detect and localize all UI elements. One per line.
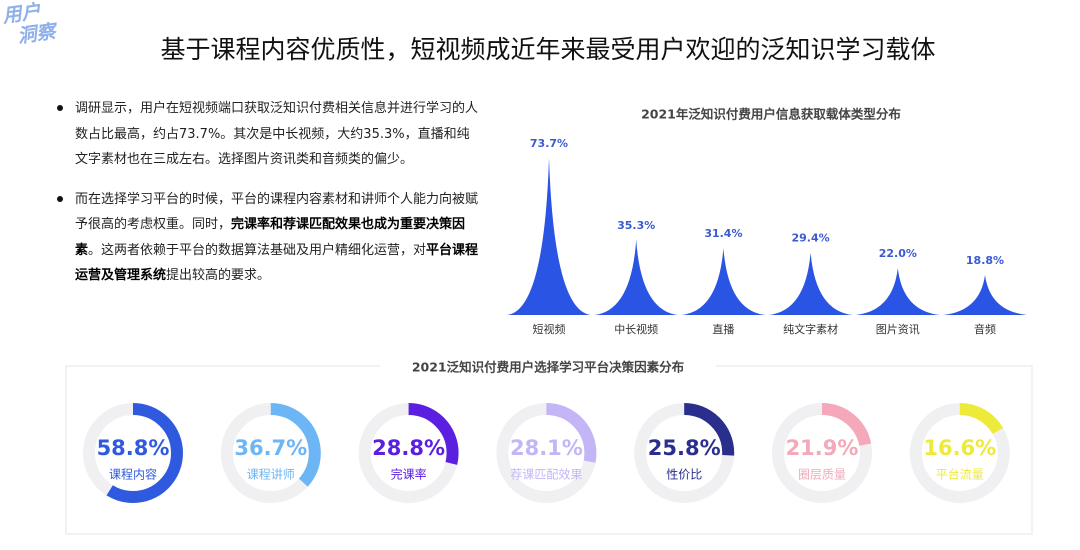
donut-arc <box>772 403 872 503</box>
chart-title: 2021泛知识付费用户选择学习平台决策因素分布 <box>412 360 685 375</box>
spike <box>943 274 1027 315</box>
donut-arc <box>909 403 1010 503</box>
value-label: 25.8% <box>648 436 721 460</box>
category-label: 直播 <box>712 322 734 336</box>
value-label: 28.8% <box>372 436 445 460</box>
value-label: 18.8% <box>966 254 1004 267</box>
spike <box>681 248 766 315</box>
category-label: 图片资讯 <box>876 323 920 336</box>
text: 。这两者依赖于平台的数据算法基础及用户精细化运营，对 <box>88 242 427 258</box>
value-label: 73.7% <box>530 137 568 150</box>
category-label: 课程讲师 <box>247 467 295 482</box>
spike <box>507 158 591 315</box>
category-label: 课程内容 <box>109 467 157 482</box>
donut-arc <box>83 403 183 503</box>
category-label: 完课率 <box>391 467 427 482</box>
text: 而在选择学习平台的时候，平台的课程内容素材和讲师个人能力向被赋予很高的考虑权重。… <box>75 191 479 233</box>
spike <box>594 239 679 315</box>
spike <box>768 252 853 315</box>
value-label: 22.0% <box>879 247 917 260</box>
donut-arc <box>634 403 735 503</box>
spike <box>855 268 940 315</box>
text: 提出较高的要求。 <box>166 268 271 283</box>
value-label: 21.9% <box>786 436 859 460</box>
bullet: 调研显示，用户在短视频端口获取泛知识付费相关信息并进行学习的人数占比最高，约占7… <box>55 96 480 173</box>
category-label: 性价比 <box>666 468 702 482</box>
value-label: 36.7% <box>234 436 307 460</box>
category-label: 中长视频 <box>614 322 658 336</box>
text: 调研显示，用户在短视频端口获取泛知识付费相关信息并进行学习的人数占比最高，约占7… <box>75 101 479 167</box>
bullet: 而在选择学习平台的时候，平台的课程内容素材和讲师个人能力向被赋予很高的考虑权重。… <box>55 187 480 289</box>
category-label: 荐课匹配效果 <box>510 467 582 482</box>
value-label: 31.4% <box>704 227 742 240</box>
title-backdrop <box>380 356 716 378</box>
category-label: 平台流量 <box>936 467 984 482</box>
category-label: 音频 <box>974 322 996 336</box>
donut-arc <box>220 403 321 503</box>
page-title: 基于课程内容优质性，短视频成近年来最受用户欢迎的泛知识学习载体 <box>160 35 936 64</box>
value-label: 16.6% <box>923 436 996 460</box>
bullet-list: 调研显示，用户在短视频端口获取泛知识付费相关信息并进行学习的人数占比最高，约占7… <box>55 96 480 303</box>
bold-text: 完课率和荐课匹配效果也成为重要决策因素 <box>75 217 466 258</box>
value-label: 58.8% <box>97 436 170 460</box>
value-label: 29.4% <box>792 231 830 244</box>
donut-arc <box>358 403 459 503</box>
bold-text: 平台课程运营及管理系统 <box>75 242 479 284</box>
donut-arc <box>496 403 597 503</box>
chart-title: 2021年泛知识付费用户信息获取载体类型分布 <box>641 107 901 122</box>
category-label: 短视频 <box>533 322 566 336</box>
category-label: 圈层质量 <box>798 468 846 482</box>
value-label: 35.3% <box>617 219 655 232</box>
category-label: 纯文字素材 <box>783 322 838 336</box>
value-label: 28.1% <box>510 436 583 460</box>
